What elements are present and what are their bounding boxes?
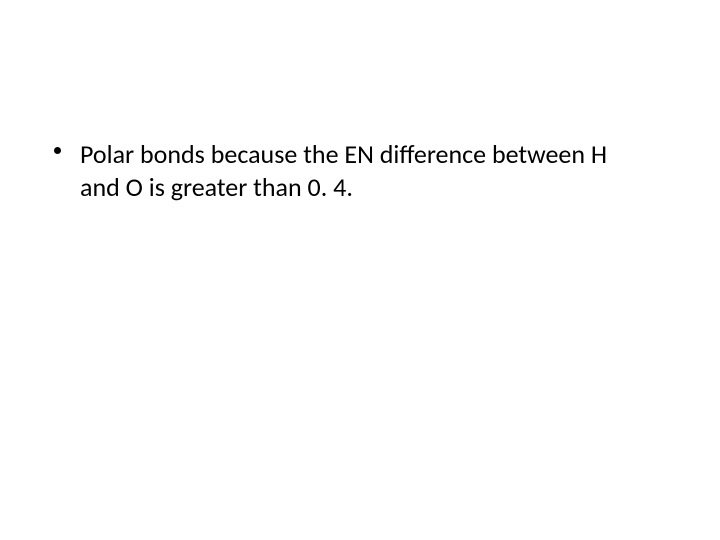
bullet-text: Polar bonds because the EN difference be… (80, 138, 607, 203)
bullet-dot-icon (54, 147, 61, 154)
slide-body: Polar bonds because the EN difference be… (0, 0, 720, 540)
list-item: Polar bonds because the EN difference be… (54, 138, 640, 203)
bullet-list: Polar bonds because the EN difference be… (54, 138, 640, 203)
